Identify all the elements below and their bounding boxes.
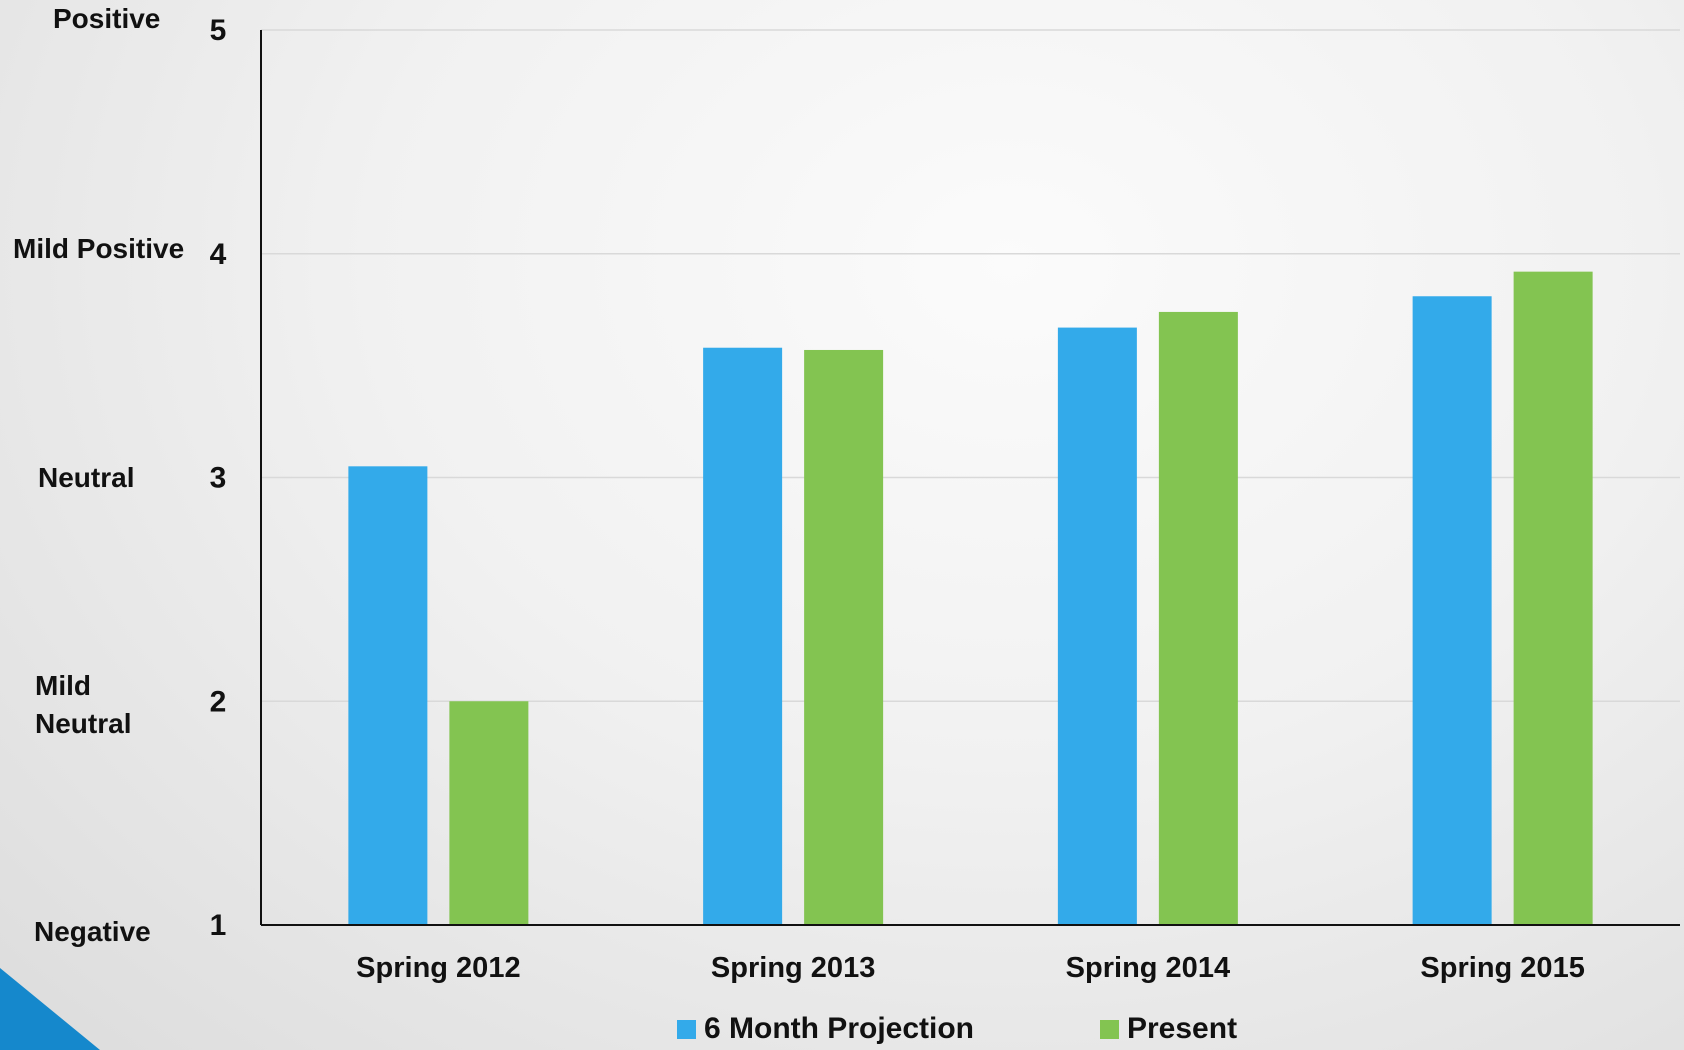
y-category-label-mild-neutral: Mild Neutral xyxy=(35,670,132,739)
y-category-label-negative: Negative xyxy=(34,916,151,947)
y-tick-label: 4 xyxy=(210,238,227,271)
bar xyxy=(1057,327,1137,925)
legend-label-projection: 6 Month Projection xyxy=(704,1012,974,1045)
y-category-label-positive: Positive xyxy=(53,3,161,34)
legend-swatch-present xyxy=(1100,1019,1119,1039)
y-category-label-neutral: Neutral xyxy=(38,462,135,493)
y-tick-label: 2 xyxy=(210,685,227,718)
y-tick-label: 3 xyxy=(210,462,227,495)
x-tick-label: Spring 2015 xyxy=(1420,952,1584,984)
axes xyxy=(260,30,1680,926)
bar xyxy=(1158,311,1238,925)
bars xyxy=(348,271,1593,926)
x-tick-labels: Spring 2012 Spring 2013 Spring 2014 Spring … xyxy=(356,952,1585,984)
legend-item-present: Present xyxy=(1100,1012,1237,1046)
x-tick-label: Spring 2012 xyxy=(356,952,520,984)
x-tick-label: Spring 2014 xyxy=(1066,952,1230,984)
bar xyxy=(703,347,783,926)
y-tick-label: 1 xyxy=(210,909,227,942)
bar xyxy=(1513,271,1593,925)
y-tick-labels: 1 2 3 4 5 xyxy=(210,14,227,942)
x-tick-label: Spring 2013 xyxy=(711,952,875,984)
bar xyxy=(348,466,428,925)
bar xyxy=(449,701,529,925)
bar xyxy=(804,349,884,925)
legend-item-projection: 6 Month Projection xyxy=(677,1012,974,1046)
bar xyxy=(1412,296,1492,925)
legend-label-present: Present xyxy=(1127,1012,1238,1045)
y-tick-label: 5 xyxy=(210,14,227,47)
legend-swatch-projection xyxy=(677,1019,696,1039)
y-category-label-mild-positive: Mild Positive xyxy=(13,233,185,264)
